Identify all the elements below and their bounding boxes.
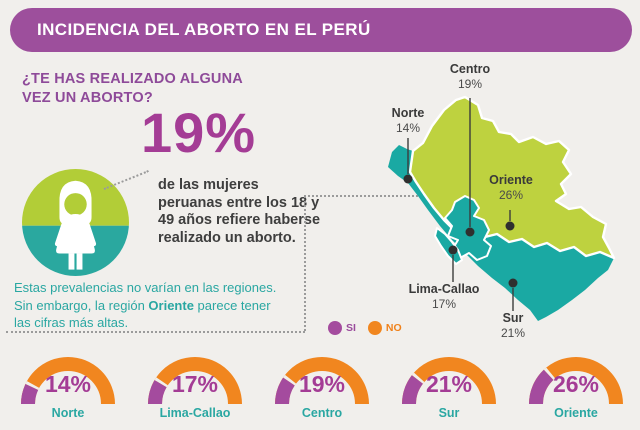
map-label-oriente: Oriente 26% bbox=[489, 173, 533, 202]
legend-item-no: NO bbox=[367, 321, 402, 335]
gauge-arc-sur bbox=[402, 357, 496, 405]
connector-vertical bbox=[304, 196, 306, 331]
yes-dot-icon bbox=[328, 321, 342, 335]
dot-sur bbox=[508, 278, 518, 288]
gauge-value: 21% bbox=[425, 371, 473, 397]
gauge-lima-callao: 17% Lima-Callao bbox=[145, 356, 245, 428]
stat-description: de las mujeres peruanas entre los 18 y 4… bbox=[158, 177, 321, 247]
gauge-value: 14% bbox=[44, 371, 92, 397]
dot-lima-callao bbox=[448, 245, 458, 255]
legend-item-yes: SI bbox=[328, 321, 356, 335]
gauge-value: 17% bbox=[171, 371, 219, 397]
headline-stat: 19% bbox=[141, 101, 257, 164]
gauge-oriente: 26% Oriente bbox=[526, 356, 626, 428]
gauge-arc-norte bbox=[21, 357, 115, 405]
dot-oriente bbox=[505, 221, 515, 231]
regional-note: Estas prevalencias no varían en las regi… bbox=[14, 280, 277, 331]
gauge-arc-oriente bbox=[529, 357, 623, 405]
note-highlight: Oriente bbox=[148, 297, 194, 313]
woman-icon bbox=[22, 169, 129, 276]
gauge-value: 26% bbox=[552, 371, 600, 397]
gauge-arc-centro bbox=[275, 357, 369, 405]
map-label-centro: Centro 19% bbox=[449, 62, 491, 91]
section-divider bbox=[6, 331, 305, 333]
survey-question: ¿TE HAS REALIZADO ALGUNA VEZ UN ABORTO? bbox=[22, 71, 243, 107]
map-pointer-lines bbox=[407, 98, 514, 311]
gauge-value: 19% bbox=[298, 371, 346, 397]
peru-map bbox=[388, 95, 616, 321]
connector-to-map bbox=[304, 195, 462, 197]
map-label-lima-callao: Lima-Callao 17% bbox=[408, 282, 480, 311]
gauge-region-label: Oriente bbox=[554, 406, 598, 420]
gauge-norte: 14% Norte bbox=[18, 356, 118, 428]
map-legend: SI NO bbox=[328, 321, 402, 335]
gauge-region-label: Centro bbox=[301, 406, 343, 420]
legend-no-label: NO bbox=[385, 322, 402, 334]
dot-norte bbox=[403, 174, 413, 184]
page-title: INCIDENCIA DEL ABORTO EN EL PERÚ bbox=[37, 20, 371, 39]
dot-centro bbox=[465, 227, 475, 237]
gauge-sur: 21% Sur bbox=[399, 356, 499, 428]
map-label-norte: Norte 14% bbox=[391, 106, 425, 135]
gauge-region-label: Norte bbox=[51, 406, 85, 420]
no-dot-icon bbox=[367, 321, 382, 335]
gauge-arc-lima-callao bbox=[148, 357, 242, 405]
header-banner: INCIDENCIA DEL ABORTO EN EL PERÚ bbox=[10, 8, 632, 52]
map-label-sur: Sur 21% bbox=[500, 311, 526, 340]
gauge-centro: 19% Centro bbox=[272, 356, 372, 428]
map-pointer-dots bbox=[403, 174, 518, 288]
gauge-region-label: Lima-Callao bbox=[159, 406, 231, 420]
gauge-region-label: Sur bbox=[438, 406, 460, 420]
map-region-lima-callao bbox=[434, 227, 463, 265]
legend-yes-label: SI bbox=[346, 322, 356, 334]
